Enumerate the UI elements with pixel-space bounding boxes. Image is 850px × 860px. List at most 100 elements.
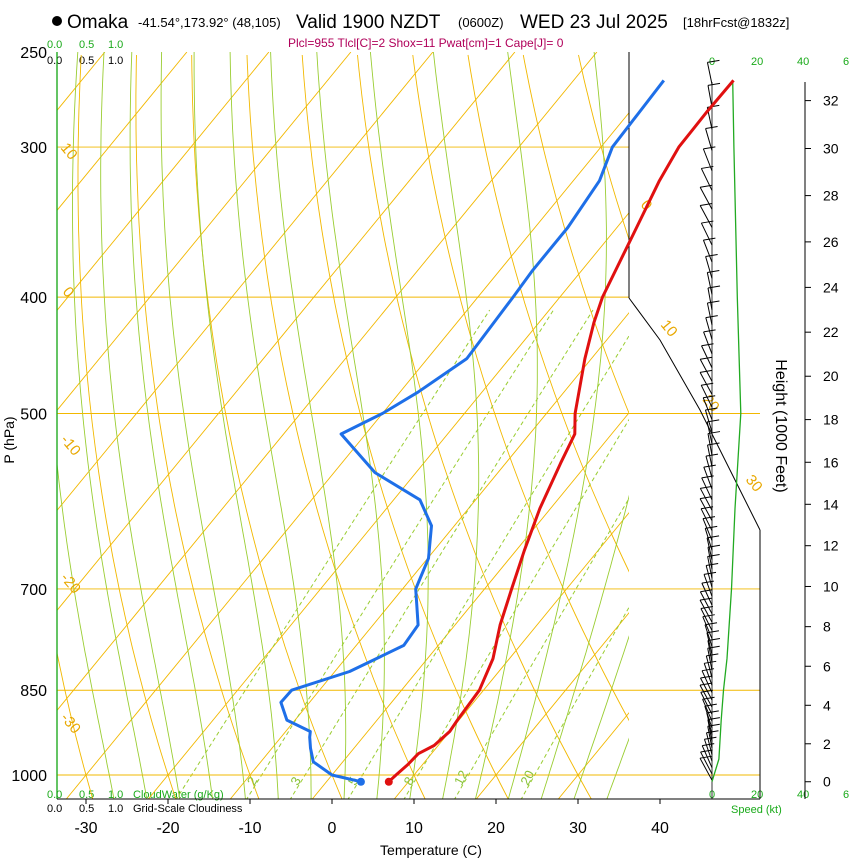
wind-barb-flag	[703, 146, 716, 150]
dry-adiabat-line	[191, 54, 343, 799]
wind-barb-staff	[705, 128, 713, 151]
wind-barb-flag	[701, 165, 714, 169]
cloudiness-tick-bottom-1: 0.5	[79, 803, 94, 815]
moist-adiabat-line	[160, 52, 246, 799]
isotherm-line	[557, 712, 629, 799]
wind-barb-staff	[706, 302, 713, 326]
wind-barb-staff	[699, 358, 713, 382]
wind-barb-flag	[700, 506, 714, 510]
dry-adiabat-lines	[57, 54, 629, 799]
wind-barb-flag	[706, 535, 720, 539]
moist-adiabat-line	[100, 52, 181, 799]
height-tick-label: 22	[823, 324, 839, 340]
wind-barb-flag	[702, 516, 716, 520]
height-tick-label: 12	[823, 538, 839, 554]
height-tick-label: 8	[823, 619, 831, 635]
cloudiness-tick-bottom-2: 1.0	[108, 803, 123, 815]
dry-adiabat-line	[246, 54, 426, 799]
cloudwater-tick-top-2: 1.0	[108, 39, 123, 51]
cloudiness-tick-top-2: 1.0	[108, 55, 123, 67]
temperature-tick-label: 20	[487, 820, 505, 837]
wind-barb-staff	[704, 705, 713, 729]
wind-barb-staff	[706, 421, 713, 444]
mixing-ratio-line	[403, 418, 629, 799]
surface-temperature-marker	[384, 777, 393, 786]
height-tick-label: 18	[823, 412, 839, 428]
wind-barb-staff	[707, 433, 713, 456]
location-name: Omaka	[67, 12, 129, 33]
dry-adiabat-line	[301, 54, 509, 799]
wind-barb-flag	[703, 464, 716, 468]
wind-barb-flag	[700, 589, 713, 593]
wind-barb-flag	[707, 717, 720, 721]
mixing-ratio-label: 12	[451, 768, 471, 788]
wind-barbs	[699, 59, 721, 799]
height-axis-label: Height (1000 Feet)	[772, 359, 789, 492]
wind-barb-staff	[706, 732, 713, 755]
wind-barb-staff	[699, 488, 713, 511]
isotherm-label: -20	[57, 570, 84, 598]
wind-barb-staff	[701, 670, 713, 693]
wind-barb-staff	[701, 745, 713, 768]
wind-barb-flag	[701, 220, 714, 224]
isotherm-line	[57, 52, 598, 712]
plot-frame	[56, 52, 806, 800]
temperature-tick-label: 0	[328, 820, 337, 837]
wind-barb-staff	[707, 648, 713, 671]
wind-barb-staff	[705, 317, 713, 340]
wind-barb-staff	[702, 518, 713, 541]
wind-barb-staff	[702, 397, 713, 420]
dry-adiabat-line	[467, 54, 629, 573]
pressure-tick-label: 850	[20, 683, 47, 700]
wind-barb-staff	[707, 719, 713, 742]
wind-barb-flag	[701, 382, 714, 386]
moist-adiabat-line	[369, 52, 429, 799]
wind-barb-flag	[707, 270, 720, 274]
wind-barb-staff	[703, 739, 713, 762]
wind-barb-staff	[701, 477, 713, 501]
wind-barb-staff	[700, 751, 713, 775]
cloudiness-tick-top-1: 0.5	[79, 55, 94, 67]
isotherm-label: 10	[657, 317, 681, 341]
wind-barb-staff	[707, 85, 713, 108]
wind-barb-flag	[704, 622, 718, 626]
wind-barb-staff	[705, 256, 713, 279]
wind-barb-flag	[699, 597, 713, 601]
mixing-ratio-label: 2	[244, 774, 261, 787]
wind-speed-label: Speed (kt)	[731, 804, 782, 816]
wind-barb-flag	[700, 369, 713, 373]
wind-barb-staff	[707, 287, 713, 311]
wind-barb-staff	[705, 456, 713, 479]
wind-barb-staff	[707, 640, 713, 663]
wind-barb-staff	[707, 556, 713, 579]
dry-adiabat-line	[578, 54, 629, 241]
wind-barb-staff	[707, 444, 713, 468]
height-tick-label: 14	[823, 496, 839, 512]
moist-adiabat-line	[507, 52, 607, 799]
moist-adiabat-line	[270, 52, 347, 799]
mixing-ratio-label: 3	[287, 774, 304, 787]
moist-adiabat-line	[432, 52, 480, 799]
wind-barb-staff	[701, 582, 713, 606]
moist-adiabat-line	[540, 494, 629, 799]
wind-barb-staff	[703, 574, 713, 597]
wind-barb-staff	[700, 384, 713, 408]
cloudiness-label: Grid-Scale Cloudiness	[133, 803, 243, 815]
wind-barb-flag	[700, 202, 713, 206]
wind-barb-flag	[699, 496, 713, 500]
height-tick-label: 24	[823, 279, 839, 295]
wind-barb-flag	[700, 356, 713, 360]
wind-barb-staff	[699, 498, 713, 521]
valid-time: Valid 1900 NZDT	[296, 12, 441, 33]
isotherm-label: -10	[57, 432, 84, 460]
mixing-ratio-label: 20	[517, 768, 537, 788]
pressure-tick-label: 250	[20, 45, 47, 62]
isotherm-line	[57, 52, 434, 512]
mixing-ratio-line	[175, 309, 491, 799]
wind-barb-staff	[700, 168, 713, 191]
wind-barb-staff	[703, 466, 713, 490]
valid-date: WED 23 Jul 2025	[520, 12, 668, 33]
wind-barb-staff	[704, 409, 713, 433]
temperature-tick-label: 40	[651, 820, 669, 837]
dry-adiabat-line	[57, 650, 94, 799]
